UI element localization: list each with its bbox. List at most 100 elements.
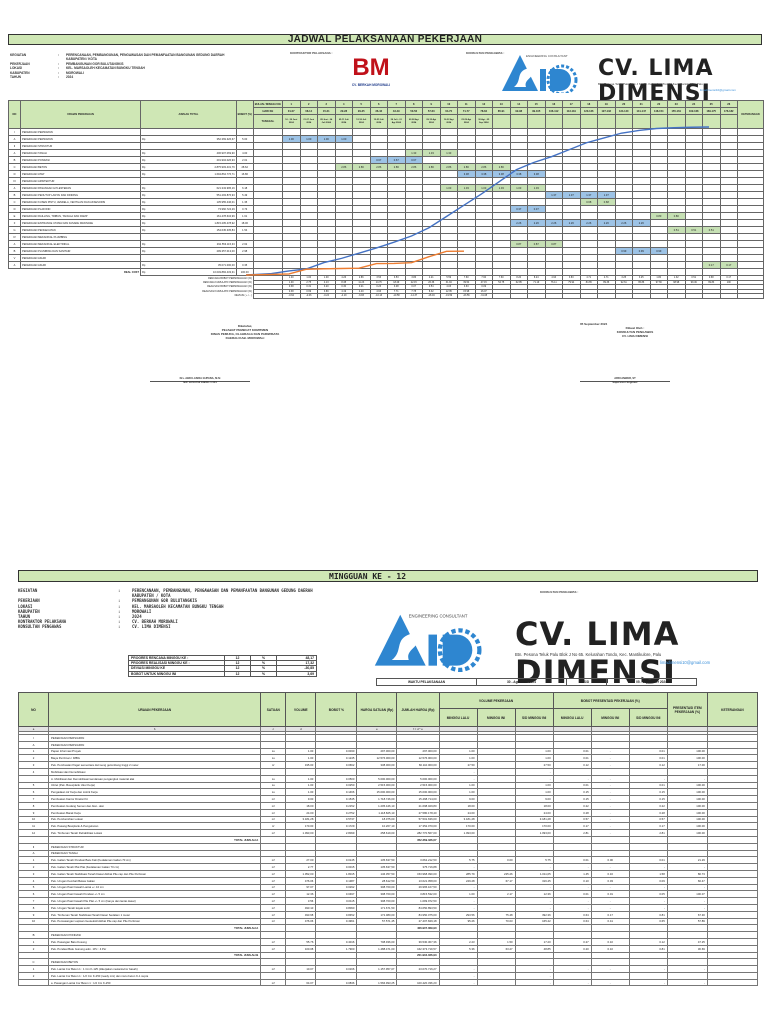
cell-ket [706, 849, 759, 858]
col-keterangan: KETERANGAN [706, 692, 759, 727]
bar-cell: 3.38 [474, 170, 493, 178]
empty-cell [422, 177, 441, 185]
empty-cell [684, 261, 703, 269]
cell-no: 5 [17, 883, 50, 892]
cell-bi: 0.00 [590, 856, 630, 865]
empty-cell [387, 212, 406, 220]
cell-harga [356, 951, 398, 960]
cell-harga [356, 931, 398, 939]
weekly-info-colon: : [118, 588, 121, 593]
cell-vl: 285.79 [438, 869, 478, 878]
cell-harga [356, 835, 398, 844]
waktu-pelaksanaan: WAKTU PELAKSANAAN 30 - Agustus - 2024 S/… [376, 678, 697, 686]
row-no: E [8, 212, 21, 220]
cell-bi: - [590, 808, 630, 817]
week-hari: 08-14 [299, 107, 318, 115]
empty-cell [649, 184, 668, 192]
cell-vs: 1.011,05 [514, 869, 554, 878]
weekly-progress-table: NO URAIAN PEKERJAAN SATUAN VOLUME BOBOT … [17, 692, 759, 987]
row-uraian: PEKERJAAN PLAFOND [20, 205, 141, 213]
row-bobot: 2.01 [235, 156, 254, 164]
waktu-start: 30 - Agustus - 2024 [476, 678, 567, 686]
week-no: 9 [422, 100, 441, 108]
empty-cell [579, 128, 598, 136]
empty-cell [719, 184, 738, 192]
empty-cell [702, 268, 721, 276]
empty-cell [352, 233, 371, 241]
cell-sat: m³ [260, 910, 287, 919]
summary-label: RENCANA BOBOT PERMINGGUAN (%) [208, 276, 252, 280]
total-row: TOTAL JUMLAH B 201.904.026,93 [17, 951, 759, 960]
empty-cell [667, 149, 686, 157]
empty-cell [422, 191, 441, 199]
bar-cell: 2.86 [439, 163, 458, 171]
empty-cell [387, 142, 406, 150]
weekly-info-key: KEGIATAN [18, 588, 38, 593]
cell-no: 6 [17, 890, 50, 899]
row-no: F [8, 219, 21, 227]
cell-bi: - [590, 903, 630, 912]
week-date [579, 114, 598, 129]
empty-cell [667, 247, 686, 255]
bar-cell: 2.26 [527, 219, 546, 227]
cell-no: 11 [17, 822, 50, 831]
empty-cell [282, 226, 301, 234]
cell-bi: - [590, 774, 630, 783]
empty-cell [702, 149, 721, 157]
cell-uraian: Pek. Urugan Pasir bawah Pile Plat +/- 5 … [48, 897, 262, 905]
empty-cell [282, 212, 301, 220]
empty-cell [387, 247, 406, 255]
cell-bi: - [590, 801, 630, 810]
cell-vol: 97.07 [285, 883, 317, 892]
cell-uraian: Pek. Pasangan Batu Kosong [48, 937, 262, 946]
empty-cell [352, 184, 371, 192]
cell-vol: 27.00 [285, 856, 317, 865]
consultant-email: limadimensi10@gmail.com [700, 88, 736, 92]
week-hari: 99-105 [527, 107, 546, 115]
cell-bs: 0.65 [628, 917, 668, 926]
week-hari: 127-133 [597, 107, 616, 115]
empty-cell [527, 177, 546, 185]
week-hari: 169-175 [702, 107, 721, 115]
cell-bobot: 0.0030 [315, 747, 358, 756]
cell-vs: - [514, 897, 554, 905]
empty-cell [597, 184, 616, 192]
empty-cell [352, 261, 371, 269]
cell-vs: 1.00 [514, 788, 554, 797]
empty-cell [282, 261, 301, 269]
cell-vi [476, 971, 516, 980]
empty-cell [299, 184, 318, 192]
row-bulan-blank [252, 177, 284, 185]
col-volume-group: VOLUME PEKERJAAN [438, 692, 554, 709]
cell-jumlah: 1.099.972,50 [396, 897, 440, 905]
row-keterangan [737, 177, 764, 185]
cell-vs [514, 734, 554, 742]
empty-cell [299, 191, 318, 199]
empty-cell [404, 128, 423, 136]
info-key: TAHUN [10, 75, 21, 80]
empty-cell [702, 163, 721, 171]
cell-vs: 27.50 [514, 761, 554, 769]
empty-cell [352, 156, 371, 164]
cell-bobot [315, 931, 358, 939]
cell-p [666, 951, 708, 960]
cell-bl: 0.15 [552, 788, 592, 797]
cell-harga: 15.000.000,00 [356, 788, 398, 797]
empty-cell [632, 177, 651, 185]
info-colon: : [58, 75, 60, 80]
cell-jumlah: 27.407.849,18 [396, 917, 440, 926]
cell-vi [476, 788, 516, 797]
empty-cell [527, 128, 546, 136]
empty-cell [369, 184, 388, 192]
cell-jumlah: 282.770.567,00 [396, 829, 440, 837]
empty-cell [702, 198, 721, 206]
week-date [702, 114, 721, 129]
week-date [597, 114, 616, 129]
cell-bs: 0.28 [628, 808, 668, 817]
empty-cell [282, 254, 301, 262]
cell-vl [438, 931, 478, 939]
cell-bl [552, 849, 592, 858]
empty-cell [719, 149, 738, 157]
empty-cell [597, 170, 616, 178]
cell-bi: - [590, 795, 630, 803]
